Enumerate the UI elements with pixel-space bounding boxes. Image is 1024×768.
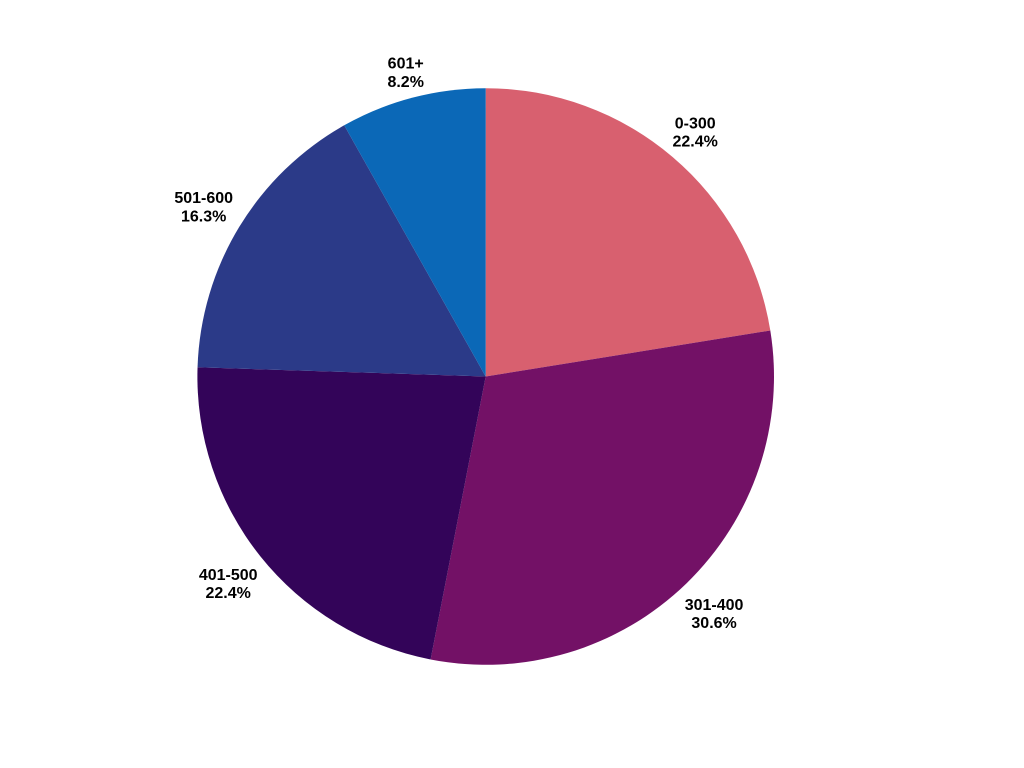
svg-text:30.6%: 30.6% (691, 615, 736, 632)
svg-text:601+: 601+ (388, 56, 424, 73)
svg-text:22.4%: 22.4% (673, 134, 718, 151)
svg-text:8.2%: 8.2% (387, 74, 423, 91)
svg-text:401-500: 401-500 (199, 567, 258, 584)
svg-text:501-600: 501-600 (174, 190, 233, 207)
svg-text:0-300: 0-300 (675, 115, 716, 132)
svg-text:16.3%: 16.3% (181, 208, 226, 225)
svg-text:301-400: 301-400 (685, 597, 744, 614)
svg-text:22.4%: 22.4% (206, 585, 251, 602)
